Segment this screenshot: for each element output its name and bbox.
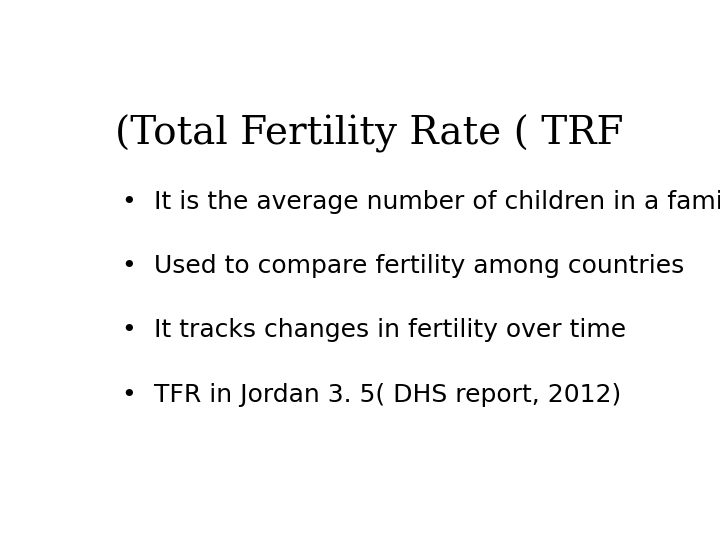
Text: •: • [122,319,136,342]
Text: Used to compare fertility among countries: Used to compare fertility among countrie… [154,254,685,278]
Text: •: • [122,383,136,407]
Text: •: • [122,254,136,278]
Text: It tracks changes in fertility over time: It tracks changes in fertility over time [154,319,626,342]
Text: (Total Fertility Rate ( TRF: (Total Fertility Rate ( TRF [114,114,624,153]
Text: It is the average number of children in a family.: It is the average number of children in … [154,190,720,213]
Text: TFR in Jordan 3. 5( DHS report, 2012): TFR in Jordan 3. 5( DHS report, 2012) [154,383,621,407]
Text: •: • [122,190,136,213]
